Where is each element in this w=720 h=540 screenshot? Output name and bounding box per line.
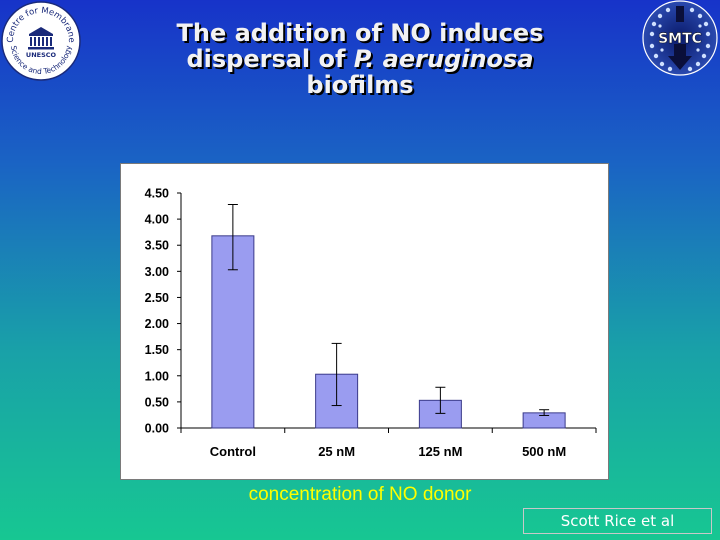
bar-chart: 0.00 0.50 1.00 1.50 2.00 2.50 3.00 3.50 4.00 4.50… <box>145 187 597 459</box>
x-category-label: 500 nM <box>522 444 566 459</box>
x-category-label: Control <box>210 444 256 459</box>
y-tick-label: 0.50 <box>145 395 169 409</box>
unesco-emblem-icon: UNESCO <box>26 27 57 59</box>
smtc-arrow-icon <box>668 44 692 70</box>
logo-emblem-text: UNESCO <box>26 51 57 59</box>
y-tick-label: 0.00 <box>145 422 169 436</box>
y-tick-label: 4.50 <box>145 187 169 201</box>
y-tick-label: 2.50 <box>145 291 169 305</box>
title-species-name: P. aeruginosa <box>353 45 534 73</box>
y-tick-label: 1.50 <box>145 343 169 357</box>
x-category-label: 25 nM <box>318 444 355 459</box>
smtc-dot-pattern-icon <box>649 7 711 72</box>
y-tick-label: 3.50 <box>145 239 169 253</box>
title-line-2-prefix: dispersal of <box>186 45 354 73</box>
y-tick-label: 1.00 <box>145 369 169 383</box>
y-tick-label: 2.00 <box>145 317 169 331</box>
slide-title: The addition of NO induces dispersal of … <box>110 20 610 98</box>
y-tick-label: 3.00 <box>145 265 169 279</box>
smtc-logo: SMTC <box>640 0 720 80</box>
y-tick-label: 4.00 <box>145 213 169 227</box>
x-category-label: 125 nM <box>418 444 462 459</box>
smtc-logo-text: SMTC <box>658 31 702 47</box>
title-line-1: The addition of NO induces <box>176 19 544 47</box>
title-line-3: biofilms <box>306 71 414 99</box>
chart-panel: 0.00 0.50 1.00 1.50 2.00 2.50 3.00 3.50 4.00 4.50… <box>120 163 609 480</box>
x-axis-label: concentration of NO donor <box>248 484 472 505</box>
author-credit: Scott Rice et al <box>523 508 712 534</box>
unesco-centre-logo: Centre for Membrane Science and Technolo… <box>0 0 82 82</box>
